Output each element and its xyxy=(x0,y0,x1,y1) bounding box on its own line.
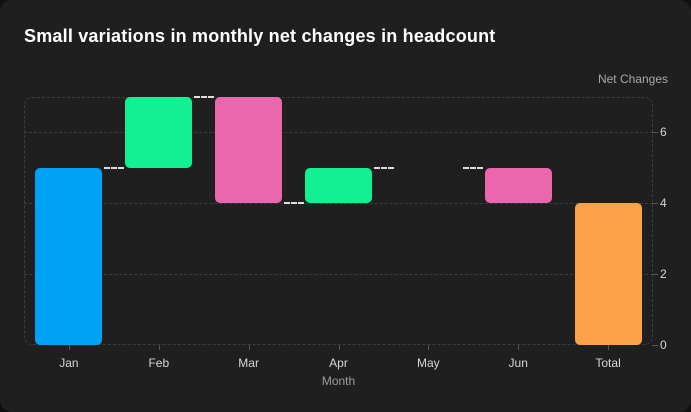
x-axis-tick xyxy=(248,345,250,350)
x-axis-tick xyxy=(338,345,340,350)
gridline xyxy=(24,132,653,134)
bar-feb[interactable] xyxy=(125,97,193,168)
x-axis-tick xyxy=(68,345,70,350)
x-axis-tick xyxy=(608,345,610,350)
bar-jan[interactable] xyxy=(35,167,103,345)
gridline xyxy=(24,203,653,205)
waterfall-connector xyxy=(374,166,394,169)
x-axis-tick xyxy=(158,345,160,350)
waterfall-connector xyxy=(104,166,125,169)
x-tick-label-mar: Mar xyxy=(238,356,259,370)
y-tick-label: 2 xyxy=(660,267,667,282)
bar-total[interactable] xyxy=(574,203,642,345)
y-tick-label: 6 xyxy=(660,125,667,140)
y-axis-tick xyxy=(652,203,658,205)
waterfall-connector xyxy=(462,166,483,169)
waterfall-connector xyxy=(284,202,305,205)
y-axis-title: Net Changes xyxy=(597,72,668,86)
y-tick-label: 0 xyxy=(660,338,667,352)
x-tick-label-may: May xyxy=(417,356,440,370)
x-axis-title: Month xyxy=(321,374,356,388)
bar-mar[interactable] xyxy=(215,97,283,204)
waterfall-connector xyxy=(194,96,215,98)
y-axis-tick xyxy=(652,132,658,134)
plot-area xyxy=(24,97,653,345)
x-tick-label-total: Total xyxy=(595,356,621,370)
x-axis-tick xyxy=(518,345,520,350)
bar-jun[interactable] xyxy=(484,167,552,204)
bar-apr[interactable] xyxy=(305,167,372,204)
y-tick-label: 4 xyxy=(660,196,667,211)
x-tick-label-jan: Jan xyxy=(59,356,79,370)
x-tick-label-feb: Feb xyxy=(148,356,170,370)
x-axis-tick xyxy=(428,345,430,350)
y-axis-tick xyxy=(652,274,658,276)
chart-title: Small variations in monthly net changes … xyxy=(24,26,496,46)
y-axis-tick xyxy=(652,345,658,346)
x-tick-label-apr: Apr xyxy=(329,356,348,370)
gridline xyxy=(24,274,653,276)
x-tick-label-jun: Jun xyxy=(508,356,528,370)
